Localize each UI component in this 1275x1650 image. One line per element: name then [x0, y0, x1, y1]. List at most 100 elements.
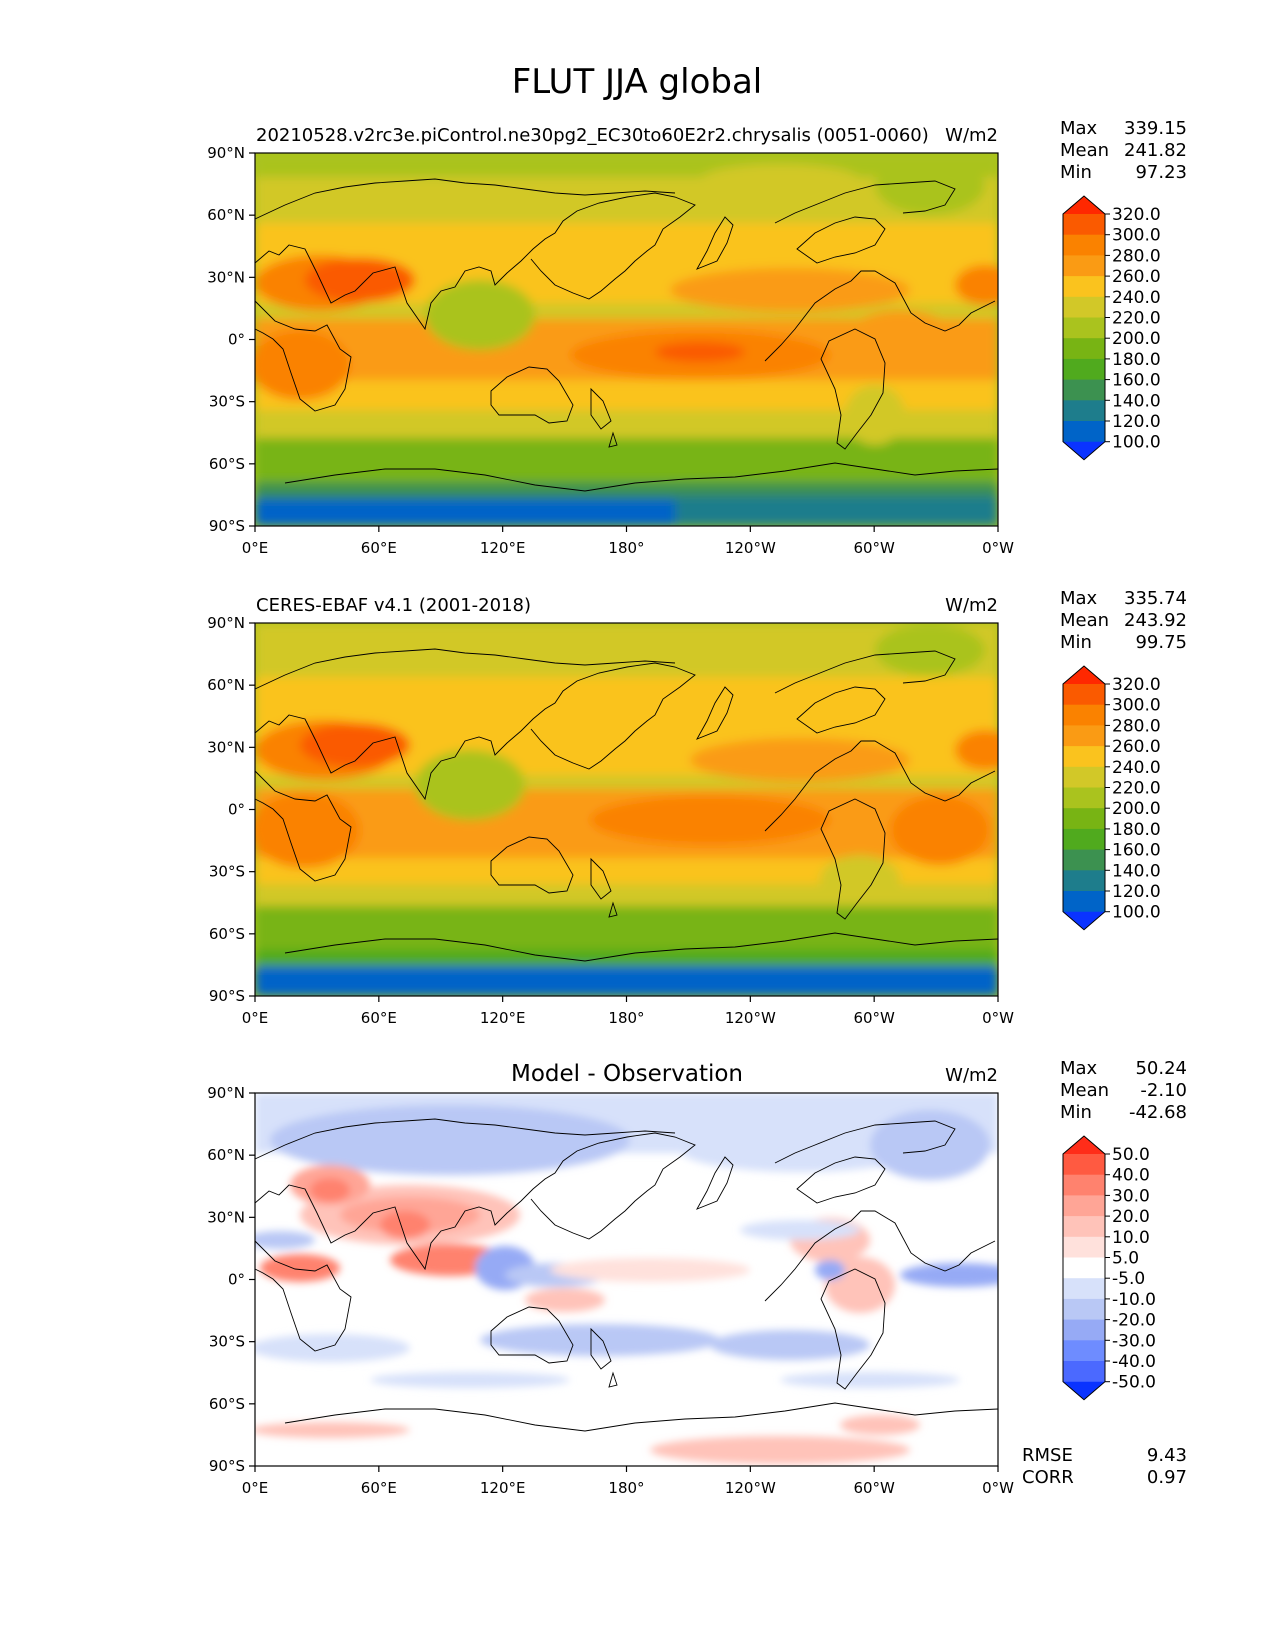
panel-obs-units: W/m2	[945, 595, 998, 616]
lat-tick-label: 60°N	[207, 206, 245, 224]
colorbar-extend-min	[1063, 1381, 1105, 1400]
stat-min: -42.68	[1129, 1102, 1187, 1123]
colorbar-bin	[1063, 1195, 1105, 1217]
colorbar-tick-label: -30.0	[1112, 1331, 1156, 1351]
rmse-label: RMSE	[1022, 1445, 1073, 1466]
panel-obs-lon-axis: 0°E 60°E 120°E 180° 120°W 60°W 0°W	[242, 996, 1014, 1027]
colorbar-bin	[1063, 1278, 1105, 1300]
lon-tick-label: 180°	[608, 539, 644, 557]
lat-tick-label: 30°S	[209, 1333, 245, 1351]
panel-diff: Model - Observation W/m2	[207, 1058, 1187, 1497]
colorbar-tick-label: 200.0	[1112, 329, 1161, 349]
lat-tick-label: 90°N	[207, 144, 245, 162]
colorbar-bin	[1063, 746, 1105, 768]
stat-max: 335.74	[1124, 588, 1187, 609]
svg-text:Max: Max	[1060, 118, 1098, 139]
stat-mean: -2.10	[1140, 1080, 1187, 1101]
panel-obs-stats: Max 335.74 Mean 243.92 Min 99.75	[1060, 588, 1187, 653]
colorbar-bin	[1063, 1154, 1105, 1176]
colorbar-tick-label: 5.0	[1112, 1249, 1139, 1269]
colorbar-bin	[1063, 1319, 1105, 1341]
colorbar-bin	[1063, 338, 1105, 360]
colorbar-extend-max	[1063, 1136, 1105, 1154]
colorbar-bin	[1063, 704, 1105, 726]
lat-tick-label: 30°N	[207, 738, 245, 756]
colorbar-tick-label: 320.0	[1112, 205, 1161, 225]
colorbar-tick-label: 20.0	[1112, 1207, 1150, 1227]
colorbar-extend-max	[1063, 666, 1105, 684]
lon-tick-label: 120°E	[480, 1009, 526, 1027]
lat-tick-label: 0°	[228, 331, 245, 349]
stat-min: 97.23	[1135, 162, 1187, 183]
svg-text:Min: Min	[1060, 1102, 1092, 1123]
figure-title: FLUT JJA global	[512, 62, 762, 102]
svg-text:Mean: Mean	[1060, 1080, 1109, 1101]
lon-tick-label: 60°E	[361, 539, 397, 557]
lat-tick-label: 60°S	[209, 925, 245, 943]
colorbar-tick-label: 180.0	[1112, 820, 1161, 840]
lon-tick-label: 0°W	[982, 1009, 1014, 1027]
corr-value: 0.97	[1147, 1467, 1187, 1488]
panel-model-units: W/m2	[945, 125, 998, 146]
colorbar-tick-label: 260.0	[1112, 737, 1161, 757]
colorbar-tick-label: 160.0	[1112, 371, 1161, 391]
colorbar-tick-label: -10.0	[1112, 1290, 1156, 1310]
colorbar-tick-label: 180.0	[1112, 350, 1161, 370]
lat-tick-label: 60°S	[209, 1395, 245, 1413]
colorbar-extend-min	[1063, 441, 1105, 460]
colorbar-tick-label: 140.0	[1112, 861, 1161, 881]
lat-tick-label: 60°S	[209, 455, 245, 473]
panel-diff-stats: Max 50.24 Mean -2.10 Min -42.68	[1060, 1058, 1187, 1123]
lon-tick-label: 0°E	[242, 1479, 269, 1497]
panel-obs: CERES-EBAF v4.1 (2001-2018) W/m2	[207, 588, 1187, 1027]
colorbar-bin	[1063, 317, 1105, 339]
colorbar-bin	[1063, 255, 1105, 277]
lat-tick-label: 60°N	[207, 1146, 245, 1164]
colorbar-extend-min	[1063, 911, 1105, 930]
colorbar-bin	[1063, 849, 1105, 871]
lat-tick-label: 0°	[228, 801, 245, 819]
panel-obs-label: CERES-EBAF v4.1 (2001-2018)	[256, 595, 531, 616]
rmse-value: 9.43	[1147, 1445, 1187, 1466]
colorbar-bin	[1063, 358, 1105, 381]
colorbar-bin	[1063, 379, 1105, 401]
lon-tick-label: 180°	[608, 1479, 644, 1497]
panel-model: 20210528.v2rc3e.piControl.ne30pg2_EC30to…	[207, 118, 1187, 557]
corr-label: CORR	[1022, 1467, 1074, 1488]
panel-diff-metrics: RMSE 9.43 CORR 0.97	[1022, 1445, 1187, 1488]
lon-tick-label: 60°W	[853, 1009, 895, 1027]
svg-text:Mean: Mean	[1060, 610, 1109, 631]
lon-tick-label: 60°E	[361, 1009, 397, 1027]
stat-mean: 241.82	[1124, 140, 1187, 161]
colorbar-bin	[1063, 1236, 1105, 1258]
lat-tick-label: 30°S	[209, 863, 245, 881]
colorbar-tick-label: -40.0	[1112, 1352, 1156, 1372]
svg-text:Mean: Mean	[1060, 140, 1109, 161]
panel-model-lon-axis: 0°E 60°E 120°E 180° 120°W 60°W 0°W	[242, 526, 1014, 557]
colorbar-tick-label: 240.0	[1112, 758, 1161, 778]
lon-tick-label: 120°W	[725, 539, 776, 557]
panel-model-field	[255, 153, 998, 526]
colorbar-bin	[1063, 808, 1105, 830]
colorbar-tick-label: 100.0	[1112, 433, 1161, 453]
lat-tick-label: 30°S	[209, 393, 245, 411]
colorbar-bin	[1063, 684, 1105, 706]
colorbar-bin	[1063, 400, 1105, 422]
lon-tick-label: 60°W	[853, 539, 895, 557]
lon-tick-label: 120°E	[480, 539, 526, 557]
colorbar-tick-label: 100.0	[1112, 903, 1161, 923]
colorbar-tick-label: 280.0	[1112, 716, 1161, 736]
lat-tick-label: 30°N	[207, 268, 245, 286]
panel-obs-field	[255, 623, 998, 996]
stat-min: 99.75	[1135, 632, 1187, 653]
colorbar-tick-label: 140.0	[1112, 391, 1161, 411]
colorbar-tick-label: 200.0	[1112, 799, 1161, 819]
panel-diff-lon-axis: 0°E 60°E 120°E 180° 120°W 60°W 0°W	[242, 1466, 1014, 1497]
colorbar-bin	[1063, 725, 1105, 747]
lat-tick-label: 90°S	[209, 987, 245, 1005]
panel-obs-colorbar: 320.0300.0280.0260.0240.0220.0200.0180.0…	[1062, 665, 1161, 931]
lon-tick-label: 0°E	[242, 1009, 269, 1027]
colorbar-tick-label: 240.0	[1112, 288, 1161, 308]
colorbar-bin	[1063, 870, 1105, 892]
